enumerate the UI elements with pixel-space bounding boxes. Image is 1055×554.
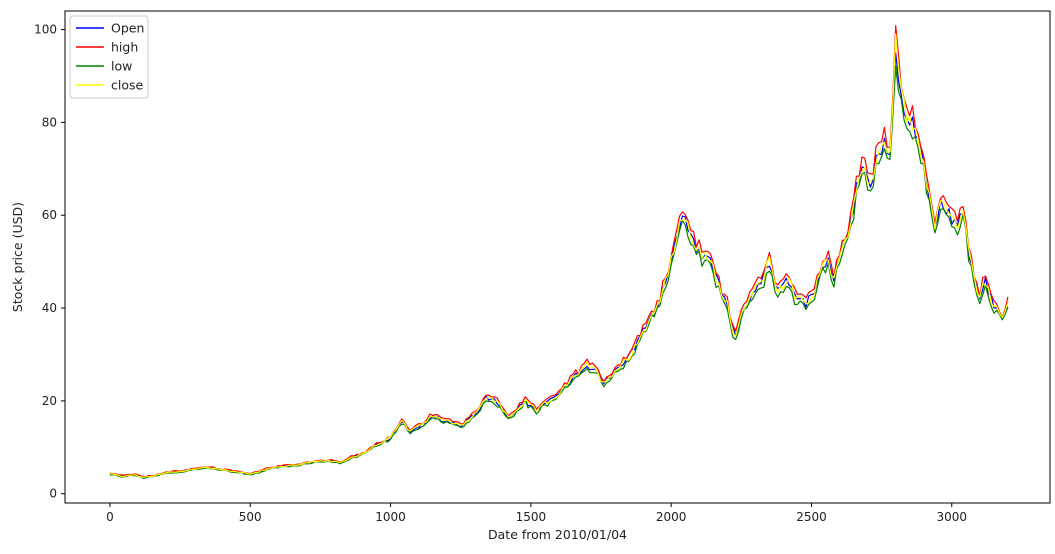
y-tick-label: 20 [42,394,57,408]
x-tick-label: 0 [106,510,114,524]
legend-items: Open high low close [76,21,144,93]
y-axis-label: Stock price (USD) [10,202,25,312]
series-line-high [109,25,1009,478]
series-layer [109,25,1009,479]
series-line-close [109,33,1009,478]
y-tick-label: 60 [42,208,57,222]
y-tick-label: 0 [49,487,57,501]
legend: Open high low close [69,15,149,99]
series-line-low [109,65,1009,479]
x-tick-label: 3000 [937,510,968,524]
x-tick-label: 500 [239,510,262,524]
y-tick-label: 80 [42,115,57,129]
legend-label-high: high [111,40,138,55]
legend-label-low: low [111,59,132,74]
x-tick-label: 2500 [796,510,827,524]
x-tick-label: 2000 [656,510,687,524]
legend-box [69,15,149,99]
ticks-layer: 0 500 1000 1500 2000 2500 3000 0 20 40 60 80 100 [34,23,967,524]
legend-label-close: close [111,78,144,93]
axes-layer [64,10,1051,504]
x-axis-label: Date from 2010/01/04 [488,527,627,542]
y-tick-label: 100 [34,23,57,37]
y-tick-label: 40 [42,301,57,315]
x-tick-label: 1500 [516,510,547,524]
x-tick-label: 1000 [375,510,406,524]
legend-label-open: Open [111,21,144,36]
plot-frame [64,10,1051,504]
series-line-open [109,52,1009,479]
